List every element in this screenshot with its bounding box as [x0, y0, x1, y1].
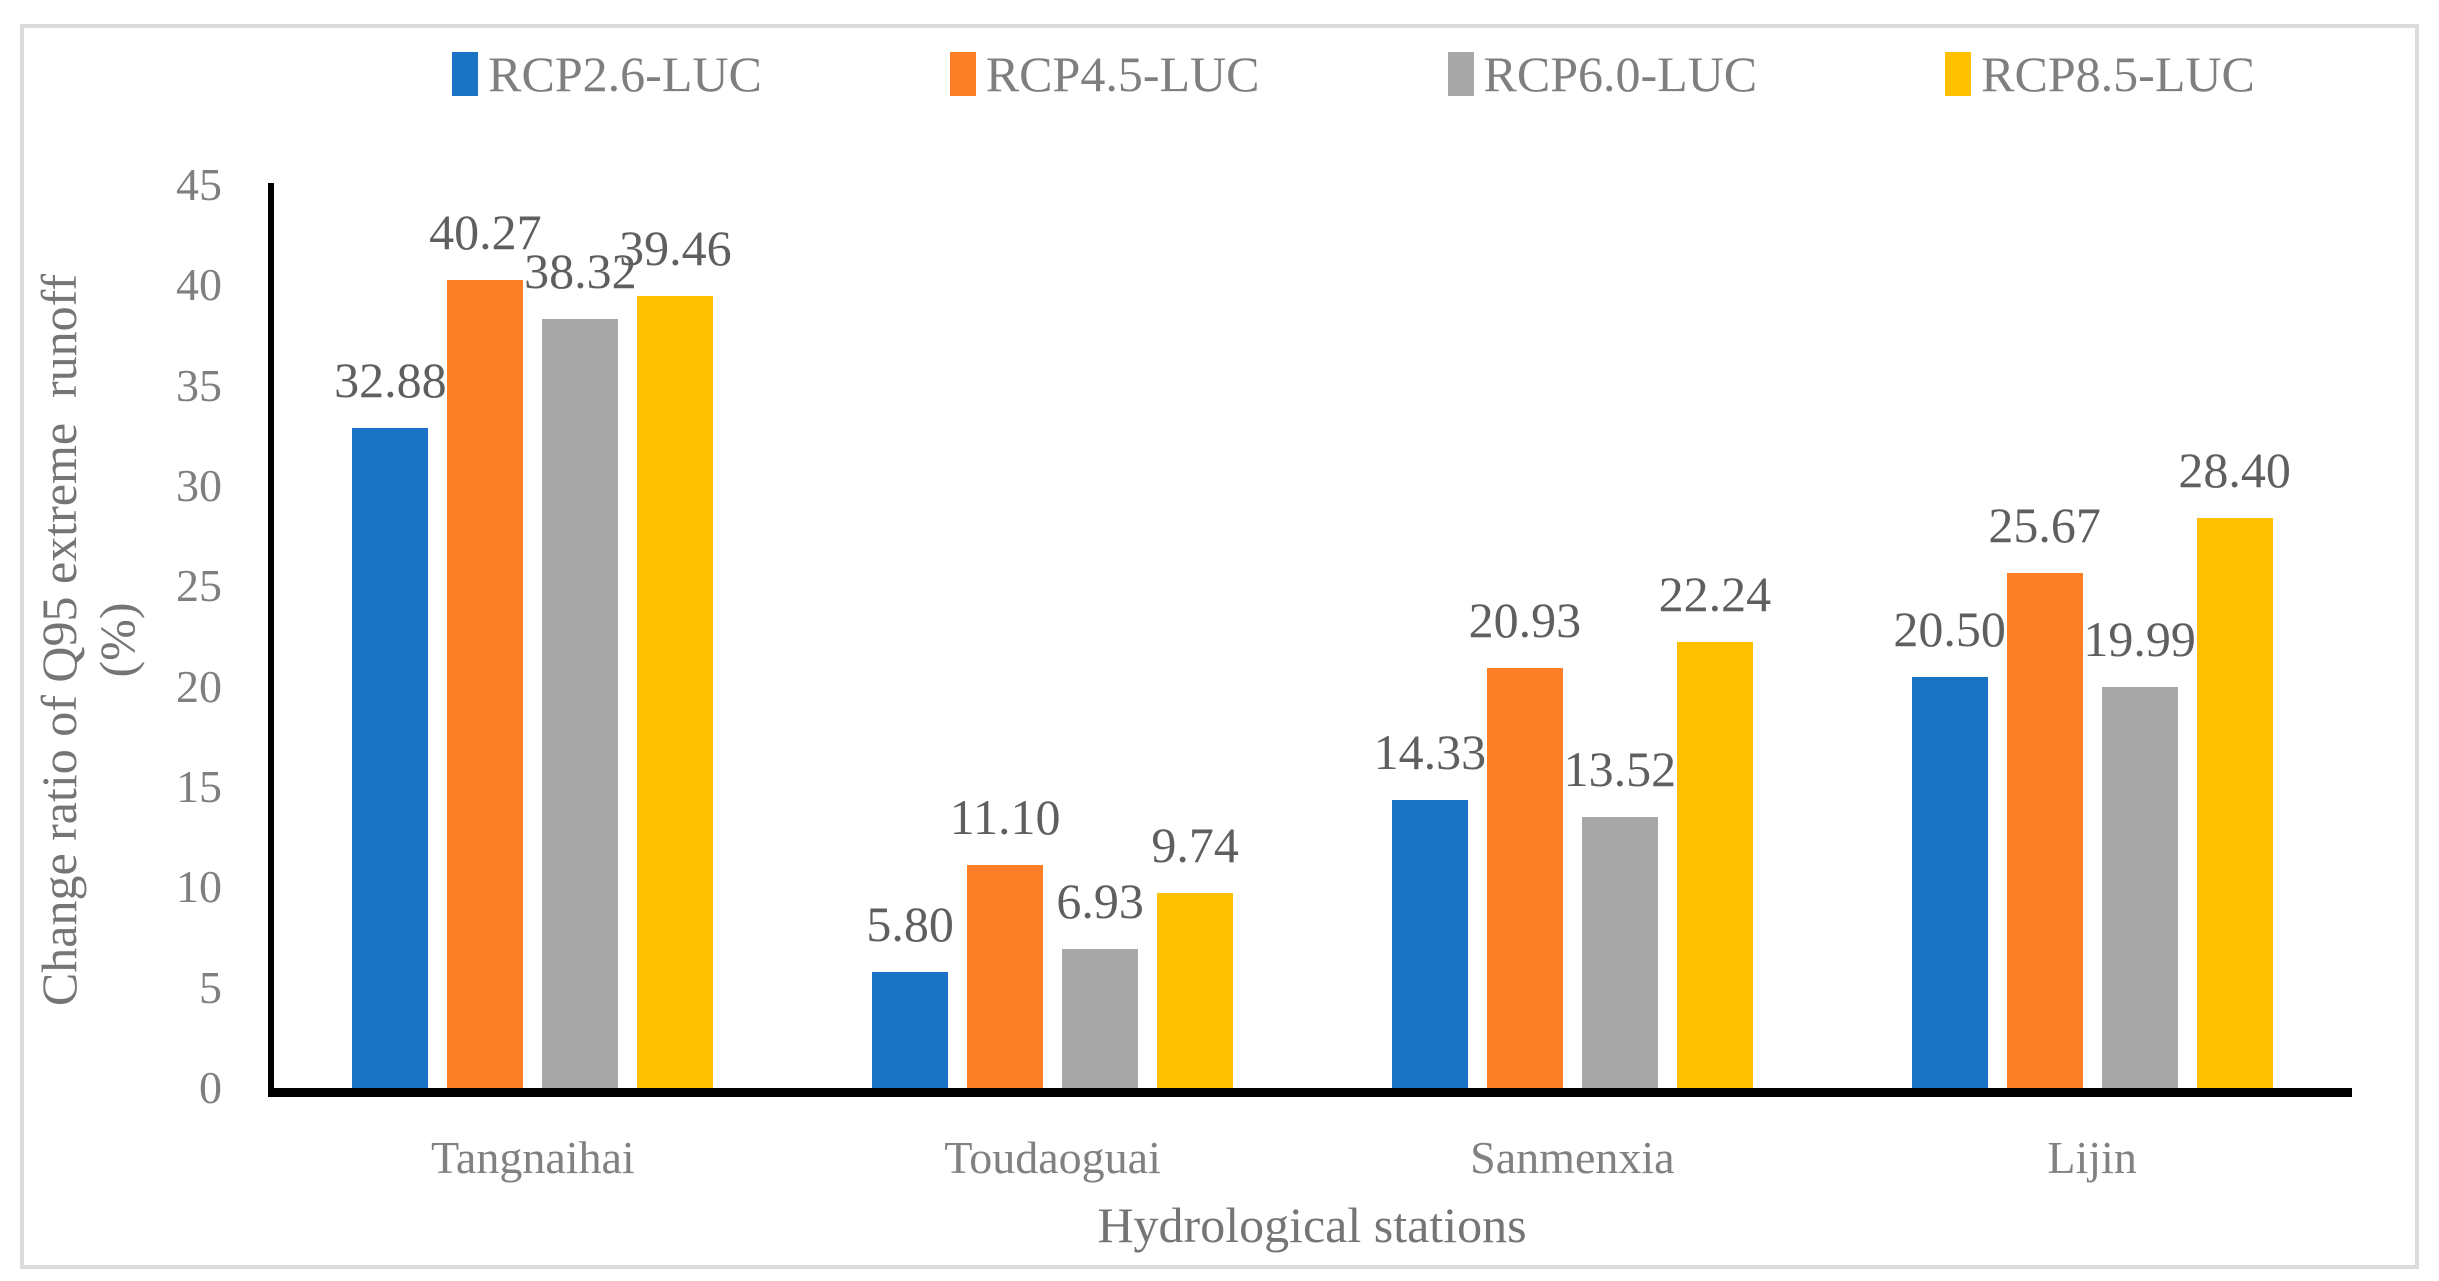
bar-value-label: 19.99	[2083, 610, 2196, 667]
y-tick-label: 5	[199, 961, 222, 1013]
legend-label: RCP2.6-LUC	[488, 46, 762, 102]
bar-value-label: 5.80	[866, 895, 954, 952]
bar-value-label: 13.52	[1563, 740, 1677, 797]
bar-value-label: 32.88	[334, 352, 447, 409]
legend-swatch-icon	[452, 52, 479, 96]
bar	[1157, 892, 1234, 1088]
x-category-label: Toudaoguai	[944, 1132, 1161, 1183]
bar-value-label: 11.10	[949, 789, 1061, 846]
bar-value-label: 38.32	[524, 243, 637, 300]
y-tick-label: 45	[176, 159, 222, 210]
legend-swatch-icon	[1447, 52, 1474, 96]
bar-value-label: 25.67	[1988, 496, 2101, 553]
bar	[447, 279, 524, 1088]
x-category-label: Lijin	[2047, 1132, 2137, 1183]
bar	[2196, 518, 2273, 1088]
y-tick-label: 30	[176, 460, 222, 511]
bar	[1581, 816, 1658, 1088]
bar-value-label: 40.27	[429, 203, 542, 260]
legend: RCP2.6-LUC RCP4.5-LUC RCP6.0-LUC RCP8.5-LUC	[0, 48, 2439, 100]
legend-swatch-icon	[949, 52, 976, 96]
x-axis-line	[268, 1088, 2352, 1097]
bar-value-label: 6.93	[1056, 872, 1144, 929]
y-axis-line	[268, 183, 274, 1097]
legend-swatch-icon	[1945, 52, 1972, 96]
y-tick-label: 15	[176, 761, 222, 812]
bar	[1391, 800, 1468, 1088]
bar-value-label: 20.93	[1468, 592, 1582, 648]
legend-label: RCP8.5-LUC	[1981, 46, 2255, 102]
bar	[872, 971, 949, 1088]
y-tick-label: 25	[176, 560, 222, 612]
legend-item: RCP6.0-LUC	[1447, 46, 1758, 102]
y-tick-label: 35	[176, 359, 222, 411]
y-tick-label: 40	[176, 259, 222, 311]
y-tick-label: 20	[176, 660, 222, 712]
bar	[2006, 572, 2083, 1088]
legend-item: RCP8.5-LUC	[1945, 48, 2255, 100]
bar	[637, 296, 714, 1088]
bar	[352, 428, 429, 1088]
bar-value-label: 14.33	[1373, 724, 1487, 781]
bar	[1676, 641, 1753, 1088]
bar-value-label: 20.50	[1893, 600, 2006, 657]
bar-value-label: 9.74	[1151, 816, 1239, 873]
y-tick-label: 0	[199, 1062, 222, 1113]
bar	[1911, 676, 1988, 1088]
x-category-label: Tangnaihai	[431, 1132, 635, 1183]
bar-value-label: 28.40	[2178, 442, 2291, 499]
x-axis-title: Hydrological stations	[1097, 1197, 1527, 1253]
bar-value-label: 39.46	[619, 220, 732, 277]
legend-label: RCP6.0-LUC	[1483, 46, 1758, 102]
bar	[2101, 686, 2178, 1088]
bar	[1062, 948, 1139, 1088]
bar	[1486, 668, 1563, 1088]
bar	[967, 865, 1044, 1088]
legend-label: RCP4.5-LUC	[985, 46, 1260, 102]
bar-value-label: 22.24	[1658, 565, 1772, 622]
x-category-label: Sanmenxia	[1470, 1132, 1675, 1183]
y-tick-label: 10	[176, 861, 222, 913]
legend-item: RCP2.6-LUC	[452, 48, 762, 100]
legend-item: RCP4.5-LUC	[949, 46, 1260, 102]
bar	[542, 319, 619, 1088]
